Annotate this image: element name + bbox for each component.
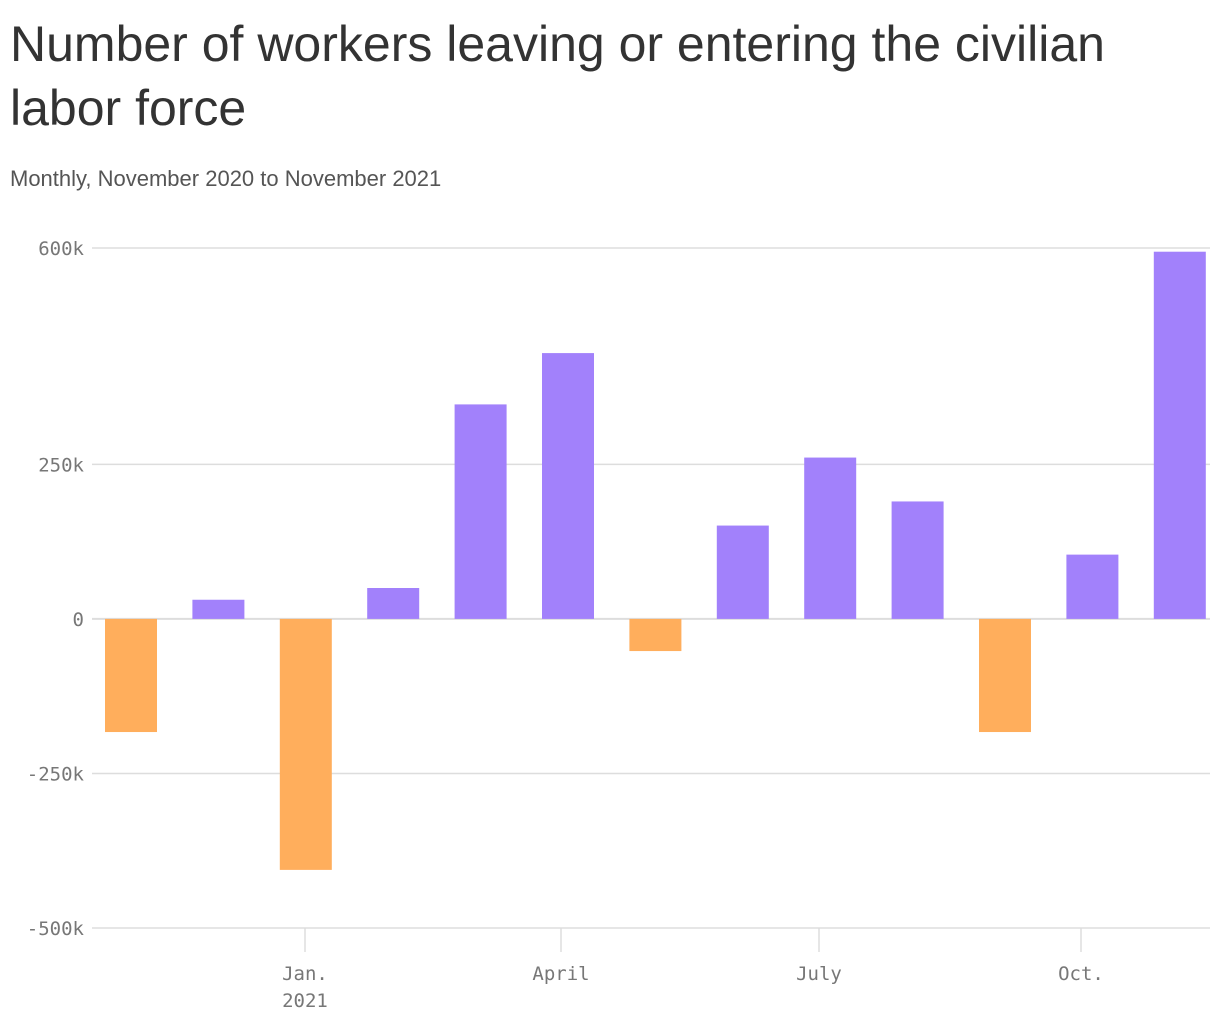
chart-subtitle: Monthly, November 2020 to November 2021 <box>10 166 442 191</box>
bar-oct-2021 <box>1066 554 1119 619</box>
y-tick-label: -500k <box>27 918 85 940</box>
bar-feb-2021 <box>367 588 420 619</box>
x-tick-label: Oct. <box>1058 963 1104 985</box>
bar-jan-2021 <box>279 618 332 870</box>
y-tick-label: 0 <box>73 609 84 631</box>
bar-jul-2021 <box>804 457 857 619</box>
x-tick-label: April <box>532 963 589 985</box>
bar-jun-2021 <box>716 525 769 619</box>
bar-mar-2021 <box>454 404 507 619</box>
y-axis: 600k 250k 0 -250k -500k <box>27 238 85 940</box>
y-tick-label: -250k <box>27 763 85 785</box>
bar-may-2021 <box>629 618 682 652</box>
y-tick-label: 250k <box>38 454 84 476</box>
y-tick-label: 600k <box>38 238 84 260</box>
bars <box>105 251 1206 870</box>
bar-aug-2021 <box>891 501 944 619</box>
x-tick-label: Jan. <box>282 963 328 985</box>
x-axis: Jan. 2021 April July Oct. <box>282 928 1104 1012</box>
bar-nov-2020 <box>105 618 157 733</box>
x-tick-sublabel: 2021 <box>282 990 328 1012</box>
bar-apr-2021 <box>542 353 594 619</box>
bar-sep-2021 <box>979 618 1031 733</box>
chart-title: Number of workers leaving or entering th… <box>10 16 1105 136</box>
bar-dec-2020 <box>192 599 245 619</box>
gridlines <box>92 247 1210 929</box>
bar-nov-2021 <box>1153 251 1206 619</box>
x-tick-label: July <box>796 963 842 985</box>
